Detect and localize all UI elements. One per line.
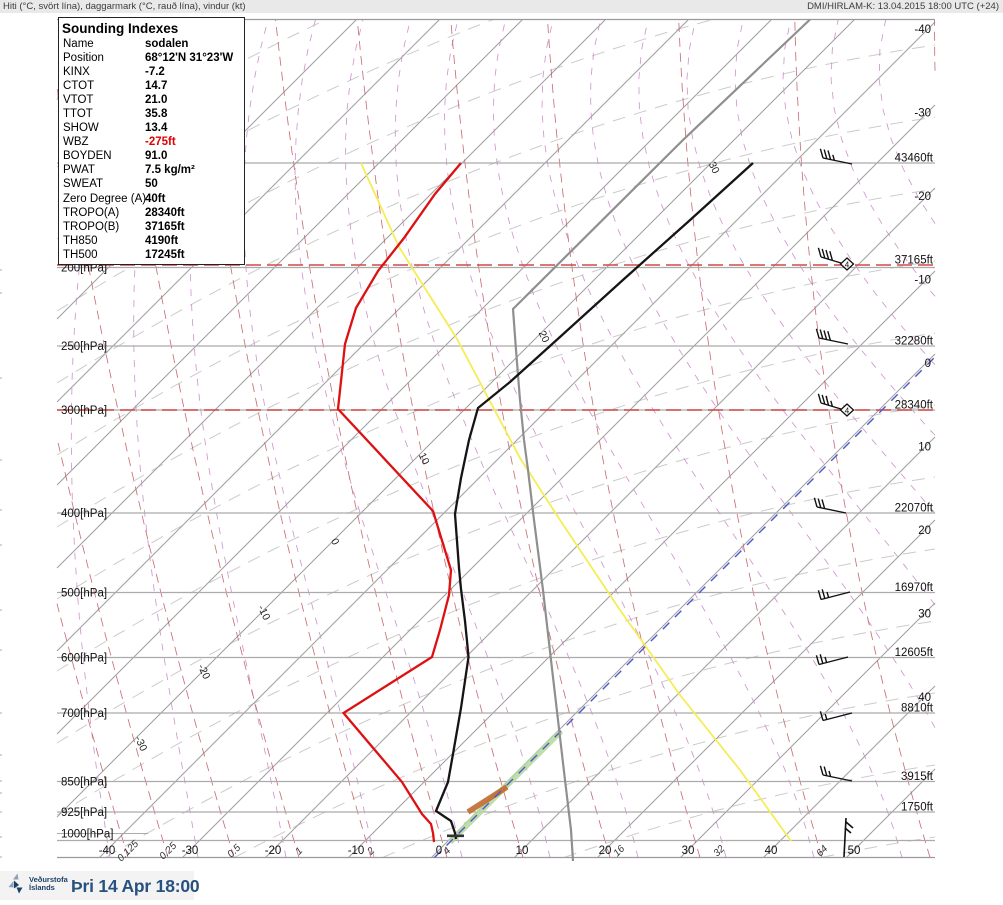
svg-text:400[hPa]: 400[hPa] <box>61 508 107 520</box>
svg-text:4: 4 <box>845 407 850 416</box>
svg-text:-10: -10 <box>348 845 365 857</box>
svg-text:3915ft: 3915ft <box>901 771 934 783</box>
svg-text:50: 50 <box>848 845 861 857</box>
svg-text:-30: -30 <box>914 108 931 120</box>
svg-text:4: 4 <box>441 845 453 857</box>
svg-text:0: 0 <box>328 537 341 548</box>
svg-text:0.125: 0.125 <box>116 838 142 864</box>
svg-text:8810ft: 8810ft <box>901 703 934 715</box>
svg-text:-20: -20 <box>195 662 212 681</box>
svg-text:10: 10 <box>416 451 432 467</box>
svg-text:16: 16 <box>612 843 628 859</box>
svg-text:-30: -30 <box>182 845 199 857</box>
svg-text:0.25: 0.25 <box>158 840 180 862</box>
svg-text:20: 20 <box>599 845 612 857</box>
svg-text:30: 30 <box>918 609 931 621</box>
svg-text:43460ft: 43460ft <box>895 153 934 165</box>
svg-text:-10: -10 <box>255 603 272 622</box>
svg-text:200[hPa]: 200[hPa] <box>61 263 107 275</box>
svg-text:-20: -20 <box>265 845 282 857</box>
svg-text:20: 20 <box>536 329 552 345</box>
svg-text:300[hPa]: 300[hPa] <box>61 405 107 417</box>
svg-text:-40: -40 <box>914 24 931 36</box>
svg-text:16970ft: 16970ft <box>895 582 934 594</box>
svg-text:600[hPa]: 600[hPa] <box>61 653 107 665</box>
svg-text:250[hPa]: 250[hPa] <box>61 341 107 353</box>
svg-text:32280ft: 32280ft <box>895 336 934 348</box>
svg-text:-30: -30 <box>132 734 149 753</box>
svg-text:10: 10 <box>516 845 529 857</box>
svg-text:850[hPa]: 850[hPa] <box>61 777 107 789</box>
svg-text:0: 0 <box>925 358 931 370</box>
svg-text:40: 40 <box>918 692 931 704</box>
svg-text:64: 64 <box>815 843 831 859</box>
svg-text:1750ft: 1750ft <box>901 802 934 814</box>
svg-text:-40: -40 <box>99 845 116 857</box>
svg-text:12605ft: 12605ft <box>895 647 934 659</box>
svg-text:40: 40 <box>765 845 778 857</box>
svg-text:22070ft: 22070ft <box>895 503 934 515</box>
svg-text:4: 4 <box>845 261 850 270</box>
svg-text:-20: -20 <box>914 191 931 203</box>
svg-text:1: 1 <box>293 845 305 857</box>
svg-text:20: 20 <box>918 525 931 537</box>
svg-text:37165ft: 37165ft <box>895 255 934 267</box>
svg-text:10: 10 <box>918 442 931 454</box>
svg-text:1000[hPa]: 1000[hPa] <box>61 829 113 841</box>
svg-text:925[hPa]: 925[hPa] <box>61 807 107 819</box>
svg-text:700[hPa]: 700[hPa] <box>61 708 107 720</box>
svg-text:-10: -10 <box>914 275 931 287</box>
svg-text:500[hPa]: 500[hPa] <box>61 588 107 600</box>
svg-text:30: 30 <box>682 845 695 857</box>
svg-text:2: 2 <box>365 845 378 858</box>
svg-text:32: 32 <box>712 843 728 859</box>
svg-text:30: 30 <box>706 160 722 176</box>
svg-text:28340ft: 28340ft <box>895 400 934 412</box>
svg-text:0: 0 <box>436 845 442 857</box>
